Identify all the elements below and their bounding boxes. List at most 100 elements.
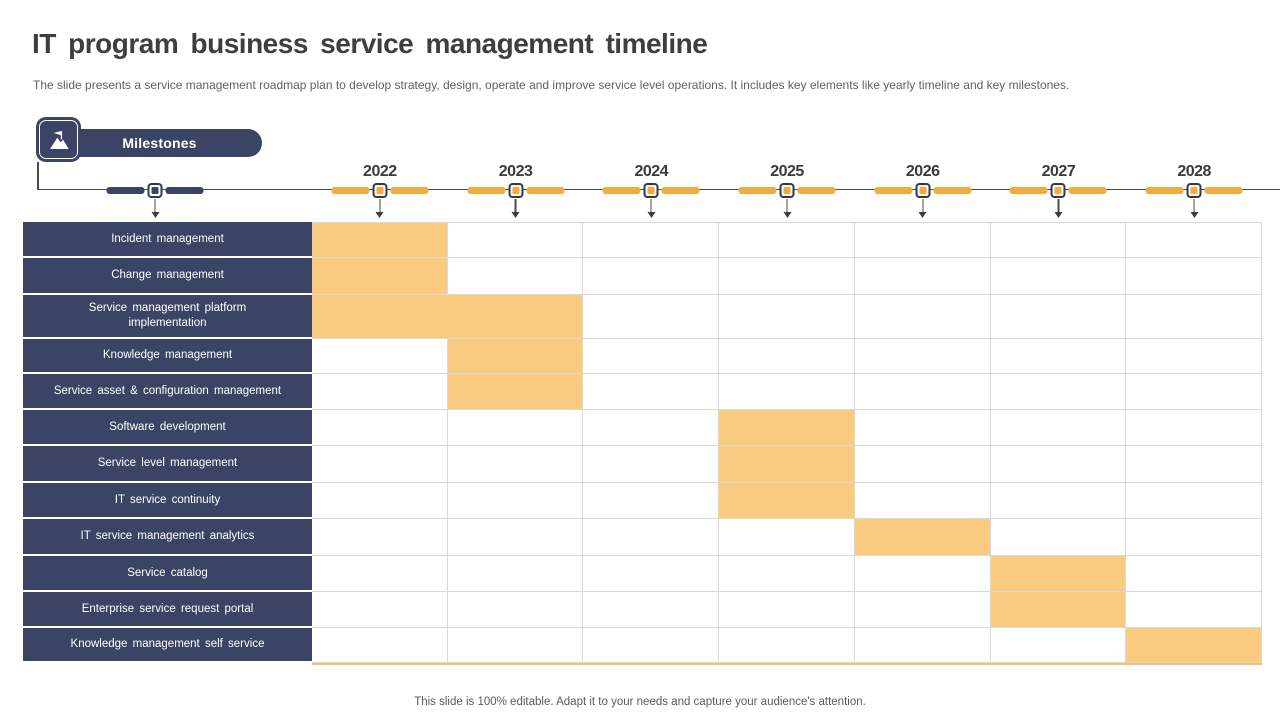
gantt-cell bbox=[854, 410, 991, 446]
year-marker bbox=[643, 183, 659, 198]
down-arrow-icon bbox=[918, 212, 927, 218]
gantt-cell bbox=[583, 410, 720, 446]
footer-note: This slide is 100% editable. Adapt it to… bbox=[414, 696, 866, 708]
down-arrow-line bbox=[154, 199, 156, 212]
gantt-cell bbox=[990, 222, 1127, 258]
gantt-cell bbox=[312, 519, 448, 556]
year-marker bbox=[779, 183, 795, 198]
gantt-cell bbox=[1126, 374, 1263, 410]
down-arrow-icon bbox=[1190, 212, 1199, 218]
timeline-year-2028: 2028 bbox=[1145, 162, 1243, 218]
task-label: Software development bbox=[23, 410, 312, 446]
gantt-cell bbox=[583, 628, 720, 663]
gantt-bar-cell bbox=[312, 222, 448, 258]
year-dash-row bbox=[738, 182, 836, 199]
timeline-dash bbox=[106, 187, 145, 194]
gantt-cell bbox=[312, 410, 448, 446]
gantt-cell bbox=[1126, 295, 1263, 339]
gantt-cell bbox=[583, 592, 720, 628]
timeline-year-2026: 2026 bbox=[874, 162, 972, 218]
gantt-cell bbox=[583, 222, 720, 258]
down-arrow-line bbox=[1057, 199, 1060, 212]
timeline-dash bbox=[933, 187, 972, 194]
gantt-cell bbox=[447, 446, 584, 483]
gantt-cell bbox=[719, 628, 855, 663]
gantt-cell bbox=[447, 222, 584, 258]
task-label: Knowledge management bbox=[23, 339, 312, 374]
marker-dot bbox=[783, 187, 791, 194]
gantt-bar-cell bbox=[719, 483, 855, 519]
down-arrow-icon bbox=[1054, 212, 1063, 218]
timeline-dash bbox=[1145, 187, 1184, 194]
timeline-year-2024: 2024 bbox=[602, 162, 700, 218]
timeline-year-2023: 2023 bbox=[467, 162, 565, 218]
timeline-dash bbox=[1068, 187, 1107, 194]
gantt-cell bbox=[854, 483, 991, 519]
gantt-row: IT service continuity bbox=[23, 483, 1263, 519]
down-arrow-icon bbox=[375, 212, 384, 218]
gantt-cell bbox=[1126, 410, 1263, 446]
down-arrow-icon bbox=[647, 212, 656, 218]
flag-on-mountain-glyph bbox=[49, 130, 69, 149]
timeline-dash bbox=[165, 187, 204, 194]
down-arrow-line bbox=[514, 199, 517, 212]
marker-dot bbox=[1190, 187, 1198, 194]
gantt-cell bbox=[583, 374, 720, 410]
gantt-cell bbox=[990, 374, 1127, 410]
flag-on-mountain-icon bbox=[36, 117, 81, 162]
marker-dot bbox=[512, 187, 520, 194]
year-marker bbox=[1186, 183, 1202, 198]
milestones-label: Milestones bbox=[122, 135, 197, 151]
gantt-bar-cell bbox=[312, 258, 448, 295]
gantt-cell bbox=[1126, 519, 1263, 556]
timeline-year-2025: 2025 bbox=[738, 162, 836, 218]
gantt-cell bbox=[1126, 339, 1263, 374]
gantt-cell bbox=[447, 556, 584, 592]
gantt-cell bbox=[854, 374, 991, 410]
year-label: 2023 bbox=[498, 163, 533, 180]
gantt-row: Software development bbox=[23, 410, 1263, 446]
gantt-cell bbox=[719, 258, 855, 295]
gantt-cell bbox=[854, 339, 991, 374]
gantt-cell bbox=[854, 295, 991, 339]
gantt-cell bbox=[583, 483, 720, 519]
gantt-bar-cell bbox=[990, 592, 1127, 628]
marker-dot bbox=[919, 187, 927, 194]
gantt-row: Change management bbox=[23, 258, 1263, 295]
down-arrow-line bbox=[650, 199, 652, 212]
gantt-bar-cell bbox=[719, 410, 855, 446]
marker-dot bbox=[376, 187, 384, 194]
gantt-cell bbox=[719, 339, 855, 374]
gantt-cell bbox=[1126, 258, 1263, 295]
year-dash-row bbox=[1009, 182, 1107, 199]
task-label: Incident management bbox=[23, 222, 312, 258]
gantt-row: Incident management bbox=[23, 222, 1263, 258]
marker-dot bbox=[1054, 187, 1062, 194]
year-marker bbox=[915, 183, 931, 198]
gantt-cell bbox=[990, 410, 1127, 446]
timeline-dash bbox=[1009, 187, 1048, 194]
gantt-cell bbox=[719, 374, 855, 410]
gantt-cell bbox=[1126, 556, 1263, 592]
milestone-marker bbox=[147, 183, 163, 198]
gantt-row: Service catalog bbox=[23, 556, 1263, 592]
timeline-dash bbox=[602, 187, 641, 194]
gantt-row: Knowledge management bbox=[23, 339, 1263, 374]
down-arrow-line bbox=[379, 199, 381, 212]
gantt-cell bbox=[854, 446, 991, 483]
down-arrow-line bbox=[786, 199, 788, 212]
gantt-cell bbox=[312, 483, 448, 519]
year-marker bbox=[372, 183, 388, 198]
year-marker bbox=[1050, 183, 1066, 198]
gantt-cell bbox=[447, 519, 584, 556]
task-label: Service asset & configuration management bbox=[23, 374, 312, 410]
task-label: Change management bbox=[23, 258, 312, 295]
gantt-cell bbox=[854, 628, 991, 663]
year-dash-row bbox=[874, 182, 972, 199]
gantt-cell bbox=[583, 295, 720, 339]
gantt-cell bbox=[854, 592, 991, 628]
gantt-table: Incident management Change management Serv… bbox=[23, 222, 1263, 665]
down-arrow-icon bbox=[511, 212, 520, 218]
gantt-row: Service management platform implementati… bbox=[23, 295, 1263, 339]
down-arrow-line bbox=[1193, 199, 1195, 212]
